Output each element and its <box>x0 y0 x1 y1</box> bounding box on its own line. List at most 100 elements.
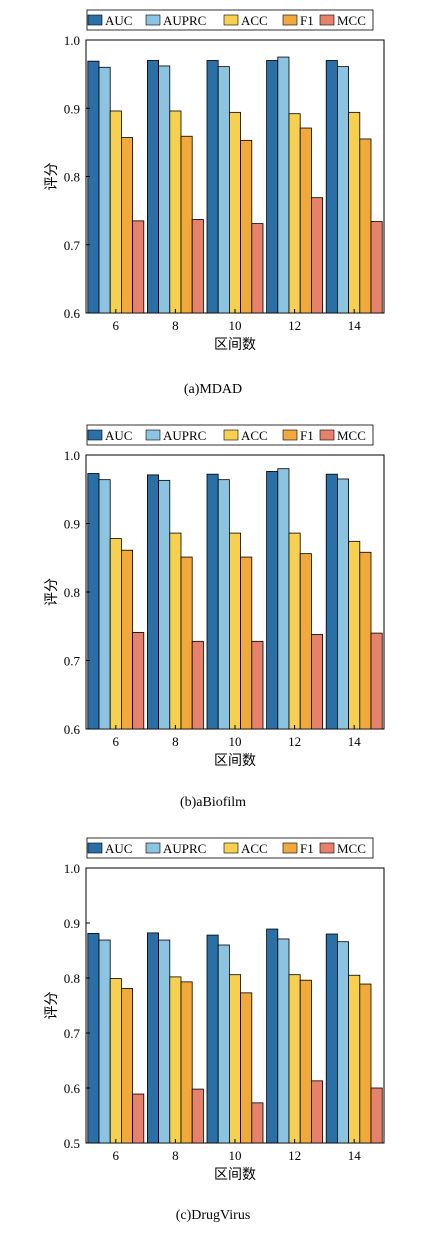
y-tick-label: 0.6 <box>64 1081 81 1096</box>
legend-label-f1: F1 <box>300 13 314 28</box>
bar-auc-10 <box>206 60 219 314</box>
chart-panel-1: 0.6 0.7 0.8 0.9 1.0 6 8 10 12 14 区间数 评分 AUC AUPRC ACC F… <box>44 9 385 397</box>
x-axis-label: 区间数 <box>214 753 256 769</box>
legend-swatch-f1 <box>282 429 298 441</box>
bar-auprc-12 <box>277 468 290 730</box>
legend-label-auc: AUC <box>105 428 132 443</box>
legend-label-auprc: AUPRC <box>163 841 206 856</box>
x-tick-label: 10 <box>229 318 242 333</box>
bar-mcc-6 <box>132 632 145 730</box>
legend-label-acc: ACC <box>241 841 268 856</box>
bar-auc-8 <box>146 474 159 730</box>
bar-auprc-6 <box>98 66 111 314</box>
bar-mcc-10 <box>251 1102 264 1144</box>
y-tick-label: 1.0 <box>64 448 80 463</box>
bar-auprc-6 <box>98 479 111 730</box>
legend-label-mcc: MCC <box>337 428 366 443</box>
panel-caption: (b)aBiofilm <box>180 795 246 810</box>
legend-label-f1: F1 <box>300 428 314 443</box>
bar-auprc-10 <box>217 66 230 314</box>
bar-auc-10 <box>206 473 219 730</box>
legend-swatch-f1 <box>282 842 298 854</box>
legend: AUC AUPRC ACC F1 MCC <box>86 837 374 859</box>
legend-label-mcc: MCC <box>337 13 366 28</box>
y-tick-label: 0.9 <box>64 916 80 931</box>
legend-swatch-auprc <box>145 14 161 26</box>
bar-auprc-14 <box>336 941 349 1144</box>
legend-swatch-acc <box>223 429 239 441</box>
bar-auc-14 <box>325 933 338 1144</box>
y-tick-label: 1.0 <box>64 861 80 876</box>
legend-swatch-auc <box>87 429 103 441</box>
bar-acc-10 <box>228 974 241 1144</box>
bar-f1-6 <box>121 549 134 730</box>
bar-mcc-6 <box>132 220 145 314</box>
x-tick-label: 6 <box>113 318 120 333</box>
y-axis-label: 评分 <box>44 992 60 1020</box>
bar-f1-6 <box>121 988 134 1144</box>
legend: AUC AUPRC ACC F1 MCC <box>86 424 374 446</box>
x-tick-label: 6 <box>113 1148 120 1163</box>
bar-mcc-12 <box>310 634 323 730</box>
bar-f1-8 <box>180 981 193 1144</box>
y-tick-label: 0.9 <box>64 517 80 532</box>
bar-auc-12 <box>266 60 279 314</box>
legend-swatch-auprc <box>145 842 161 854</box>
bar-auprc-8 <box>158 65 171 314</box>
x-axis-label: 区间数 <box>214 1167 256 1183</box>
bar-mcc-8 <box>191 640 204 730</box>
bar-auprc-10 <box>217 944 230 1144</box>
bar-mcc-6 <box>132 1093 145 1144</box>
y-tick-label: 1.0 <box>64 33 80 48</box>
y-axis-label: 评分 <box>44 163 60 191</box>
x-tick-label: 10 <box>229 734 242 749</box>
bar-auprc-12 <box>277 56 290 314</box>
bar-auprc-14 <box>336 478 349 730</box>
y-tick-label: 0.8 <box>64 585 80 600</box>
bar-f1-6 <box>121 137 134 314</box>
bar-acc-6 <box>109 978 122 1144</box>
x-tick-label: 6 <box>113 734 120 749</box>
x-axis-label: 区间数 <box>214 337 256 353</box>
y-tick-label: 0.8 <box>64 170 80 185</box>
y-axis-label: 评分 <box>44 578 60 606</box>
bar-auprc-10 <box>217 479 230 730</box>
bar-f1-12 <box>299 553 312 730</box>
bar-f1-14 <box>359 983 372 1144</box>
legend-swatch-acc <box>223 842 239 854</box>
y-tick-label: 0.7 <box>64 1026 81 1041</box>
bar-acc-12 <box>288 974 301 1144</box>
y-tick-label: 0.7 <box>64 238 81 253</box>
legend-swatch-acc <box>223 14 239 26</box>
y-tick-label: 0.7 <box>64 654 81 669</box>
y-tick-label: 0.6 <box>64 722 81 737</box>
bar-auprc-6 <box>98 939 111 1144</box>
y-tick-label: 0.8 <box>64 971 80 986</box>
bar-f1-14 <box>359 138 372 314</box>
bar-acc-6 <box>109 110 122 314</box>
bar-auc-8 <box>146 932 159 1144</box>
bar-auc-8 <box>146 60 159 314</box>
legend-swatch-mcc <box>319 429 335 441</box>
x-tick-label: 8 <box>172 1148 179 1163</box>
bar-mcc-14 <box>370 632 383 730</box>
x-tick-label: 14 <box>348 318 362 333</box>
legend-swatch-auprc <box>145 429 161 441</box>
legend-swatch-f1 <box>282 14 298 26</box>
legend-swatch-auc <box>87 842 103 854</box>
chart-panel-2: 0.6 0.7 0.8 0.9 1.0 6 8 10 12 14 区间数 评分 AUC AUPRC ACC F… <box>44 424 385 810</box>
bar-acc-10 <box>228 111 241 314</box>
bar-acc-8 <box>169 110 182 314</box>
bar-f1-10 <box>240 556 253 730</box>
bar-f1-12 <box>299 979 312 1144</box>
bar-acc-14 <box>348 540 361 730</box>
bar-auc-6 <box>87 473 100 730</box>
panel-caption: (a)MDAD <box>184 382 242 397</box>
legend-label-mcc: MCC <box>337 841 366 856</box>
bar-f1-10 <box>240 139 253 314</box>
bar-auprc-14 <box>336 66 349 314</box>
x-tick-label: 12 <box>288 318 301 333</box>
legend-swatch-mcc <box>319 842 335 854</box>
